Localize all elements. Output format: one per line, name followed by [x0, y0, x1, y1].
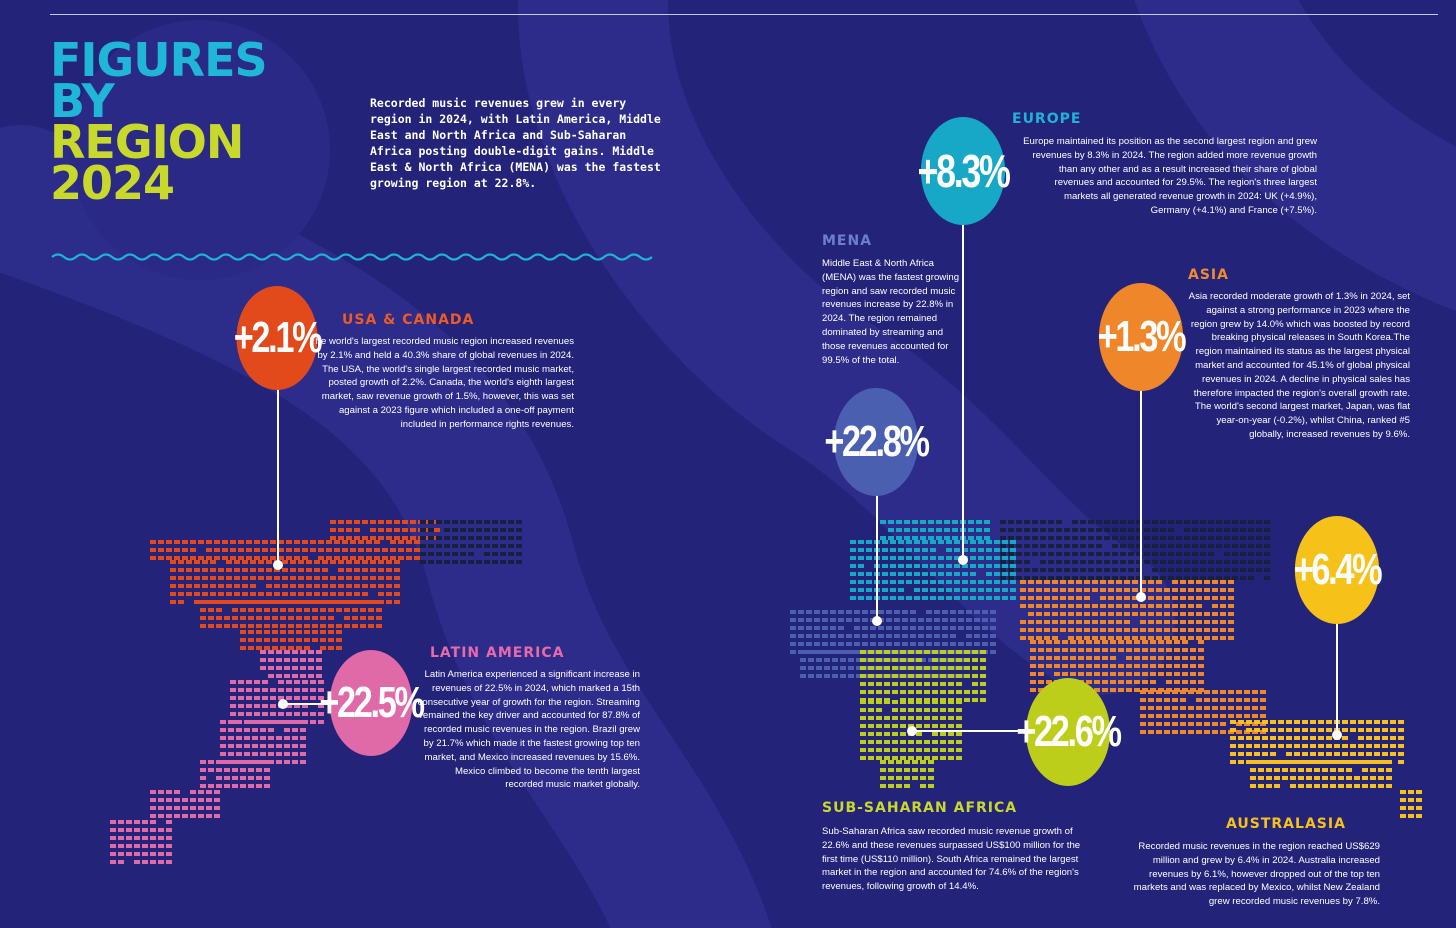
- europe-map-marker: [958, 555, 968, 565]
- sub-saharan-africa-description: Sub-Saharan Africa saw recorded music re…: [822, 826, 1081, 893]
- sub-saharan-africa-heading: SUB-SAHARAN AFRICA: [822, 800, 1018, 816]
- title-line-1: FIGURES: [50, 33, 268, 87]
- asia-map-marker: [1136, 592, 1146, 602]
- latin-america-heading: LATIN AMERICA: [430, 645, 565, 661]
- europe-growth-bubble: +8.3%: [917, 117, 1011, 225]
- australasia-growth-bubble: +6.4%: [1294, 516, 1383, 624]
- usa-canada-leader-line: [277, 380, 279, 565]
- mena-leader-line: [876, 490, 878, 620]
- usa-canada-growth-bubble: +2.1%: [234, 286, 323, 390]
- mena-description: Middle East & North Africa (MENA) was th…: [822, 258, 960, 366]
- australasia-leader-line: [1336, 615, 1338, 735]
- usa-canada-description: The world's largest recorded music regio…: [309, 336, 574, 430]
- map-usa-canada: [150, 520, 440, 650]
- title-line-3: REGION: [50, 115, 244, 169]
- map-latin-america: [110, 650, 324, 864]
- usa-canada-heading: USA & CANADA: [342, 312, 475, 328]
- top-rule: [50, 14, 1438, 15]
- europe-heading: EUROPE: [1012, 111, 1082, 127]
- intro-text: Recorded music revenues grew in every re…: [370, 96, 661, 190]
- title-line-4: 2024: [50, 156, 175, 210]
- mena-heading: MENA: [822, 233, 873, 249]
- map-sub-saharan-africa: [860, 650, 986, 788]
- asia-growth-bubble: +1.3%: [1098, 283, 1187, 391]
- world-map: [110, 520, 1422, 864]
- usa-canada-map-marker: [273, 560, 283, 570]
- latin-america-map-marker: [278, 699, 288, 709]
- sub-saharan-africa-leader-line: [912, 730, 1022, 732]
- map-asia: [1020, 580, 1266, 734]
- europe-description: Europe maintained its position as the se…: [1023, 136, 1317, 216]
- wave-divider: [51, 253, 653, 261]
- map-mena: [790, 610, 996, 678]
- title-backdrop-circle: [70, 20, 330, 280]
- latin-america-description: Latin America experienced a significant …: [417, 669, 640, 791]
- europe-leader-line: [962, 220, 964, 560]
- map-greenland: [420, 520, 522, 564]
- asia-heading: ASIA: [1188, 267, 1229, 283]
- mena-map-marker: [872, 616, 882, 626]
- asia-leader-line: [1140, 385, 1142, 597]
- australasia-heading: AUSTRALASIA: [1226, 816, 1346, 832]
- latin-america-growth-bubble: +22.5%: [319, 650, 425, 756]
- mena-growth-bubble: +22.8%: [824, 388, 930, 496]
- title-line-2: BY: [50, 74, 115, 128]
- sub-saharan-africa-growth-bubble: +22.6%: [1016, 678, 1122, 786]
- latin-america-leader-line: [284, 703, 332, 705]
- asia-description: Asia recorded moderate growth of 1.3% in…: [1188, 291, 1410, 440]
- australasia-map-marker: [1332, 730, 1342, 740]
- australasia-description: Recorded music revenues in the region re…: [1133, 841, 1380, 908]
- page-title: FIGURES BY REGION 2024: [50, 33, 268, 210]
- sub-saharan-africa-map-marker: [907, 726, 917, 736]
- map-australasia: [1230, 720, 1422, 818]
